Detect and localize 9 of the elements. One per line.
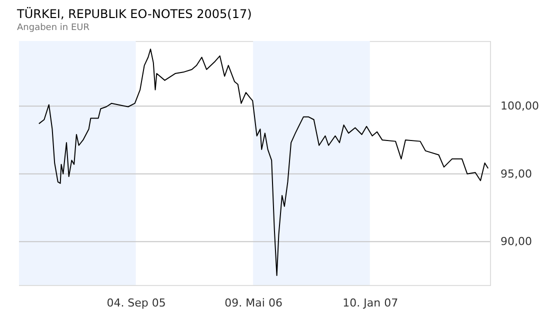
chart-subtitle: Angaben in EUR: [17, 23, 90, 33]
y-tick-label: 100,00: [500, 100, 539, 113]
line-series: [38, 48, 489, 276]
y-tick-label: 95,00: [500, 167, 532, 180]
x-tick-label: 04. Sep 05: [106, 296, 166, 310]
chart-title: TÜRKEI, REPUBLIK EO-NOTES 2005(17): [16, 7, 252, 21]
y-tick-label: 90,00: [500, 235, 532, 248]
x-tick-label: 09. Mai 06: [224, 296, 282, 310]
x-tick-label: 10. Jan 07: [342, 296, 398, 310]
